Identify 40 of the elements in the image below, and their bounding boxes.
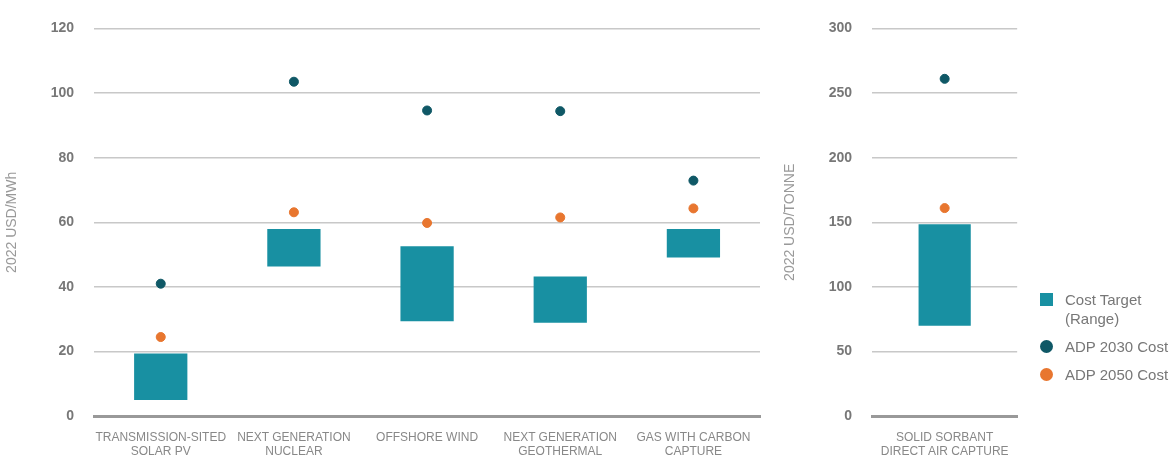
y-tick-label: 120 [50, 19, 75, 36]
y-tick-label: 100 [828, 277, 853, 294]
y-tick-label: 200 [828, 148, 853, 165]
point [422, 105, 433, 116]
x-tick-label: GAS WITH CARBON CAPTURE [636, 429, 751, 459]
point [155, 278, 166, 289]
y-tick-label: 250 [828, 83, 853, 100]
point [688, 203, 699, 214]
point [688, 175, 699, 186]
y-axis-title: 2022 USD/TONNE [781, 163, 798, 281]
point [288, 76, 299, 87]
bar [134, 353, 188, 401]
x-tick-label: TRANSMISSION-SITED SOLAR PV [95, 429, 227, 459]
legend-label: Cost Target (Range) [1065, 290, 1143, 328]
y-tick-label: 40 [58, 277, 75, 294]
y-tick-label: 100 [50, 83, 75, 100]
y-axis-title: 2022 USD/MWh [3, 171, 20, 273]
x-tick-label: OFFSHORE WIND [376, 429, 479, 444]
y-tick-label: 60 [58, 213, 75, 230]
point [422, 217, 433, 228]
y-tick-label: 80 [58, 148, 75, 165]
x-tick-label: NEXT GENERATION GEOTHERMAL [503, 429, 618, 459]
point [288, 207, 299, 218]
y-tick-label: 300 [828, 19, 853, 36]
x-tick-label: NEXT GENERATION NUCLEAR [237, 429, 351, 459]
legend-label: ADP 2050 Cost [1065, 365, 1170, 384]
bar [666, 229, 721, 258]
y-tick-label: 50 [836, 342, 853, 359]
legend-label: ADP 2030 Cost [1065, 337, 1170, 356]
y-tick-label: 0 [844, 407, 853, 424]
y-tick-label: 150 [828, 213, 853, 230]
x-tick-label: SOLID SORBANT DIRECT AIR CAPTURE [880, 429, 1009, 459]
bar [267, 229, 321, 267]
point [155, 332, 166, 343]
point [555, 212, 566, 223]
point [555, 106, 566, 117]
y-tick-label: 0 [66, 407, 75, 424]
bar [400, 246, 454, 322]
bar [533, 276, 587, 323]
y-tick-label: 20 [58, 342, 75, 359]
